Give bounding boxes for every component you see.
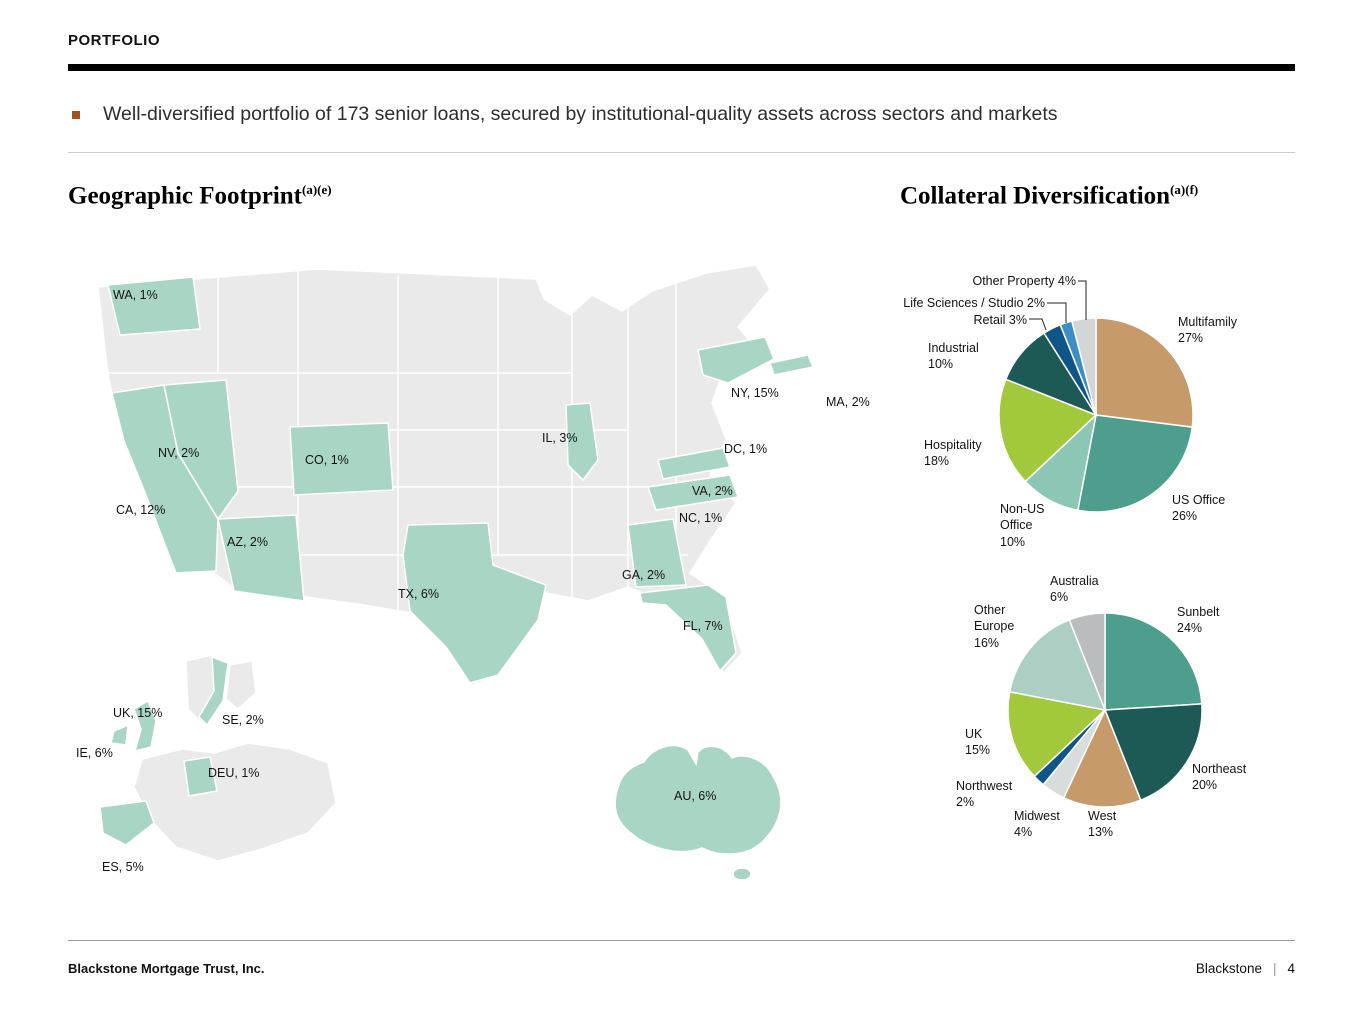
pie-label-northwest: Northwest 2% [956, 779, 1013, 810]
map-region-tx [402, 522, 547, 684]
map-label-tx: TX, 6% [398, 587, 439, 601]
pie-label-northeast: Northeast 20% [1192, 762, 1247, 793]
bullet-row: Well-diversified portfolio of 173 senior… [72, 103, 1302, 126]
map-label-nc: NC, 1% [679, 511, 723, 525]
collateral-diversification-footnote: (a)(f) [1170, 182, 1199, 197]
map-region-va [657, 447, 732, 480]
pie-label-midwest: Midwest 4% [1014, 809, 1060, 840]
map-label-az: AZ, 2% [227, 535, 268, 549]
map-region-deu [183, 756, 218, 797]
map-label-co: CO, 1% [305, 453, 349, 467]
map-label-ca: CA, 12% [116, 503, 166, 517]
collateral-diversification-title: Collateral Diversification(a)(f) [900, 182, 1198, 210]
geographic-footprint-title-text: Geographic Footprint [68, 182, 303, 210]
page-kicker: PORTFOLIO [68, 32, 160, 49]
geographic-footprint-title: Geographic Footprint(a)(e) [68, 182, 332, 210]
map-label-deu: DEU, 1% [208, 766, 260, 780]
map-label-ie: IE, 6% [76, 746, 113, 760]
pie-label-us-office: US Office 26% [1172, 493, 1226, 524]
map-region-ma [769, 354, 815, 376]
pie-label-non-us-office: Non-US Office 10% [1000, 502, 1045, 549]
footer-rule [68, 940, 1295, 941]
map-region-tasmania [732, 867, 752, 881]
geographic-footprint-footnote: (a)(e) [302, 182, 332, 197]
pie-slice-sunbelt [1104, 612, 1203, 711]
australia-map [614, 744, 782, 881]
pie-slice-uk [1007, 690, 1107, 778]
map-label-uk: UK, 15% [113, 706, 163, 720]
map-label-il: IL, 3% [542, 431, 578, 445]
pie-slice-us-office [1076, 414, 1194, 513]
map-region-nc [646, 474, 740, 511]
map-label-nv: NV, 2% [158, 446, 200, 460]
pie-label-other-property: Other Property 4% [972, 274, 1076, 288]
map-label-au: AU, 6% [674, 789, 717, 803]
pie-slice-other-europe [1008, 618, 1107, 711]
pie-label-industrial: Industrial 10% [928, 341, 979, 372]
pie-label-hospitality: Hospitality 18% [924, 438, 982, 469]
map-label-ny: NY, 15% [731, 386, 779, 400]
map-region-finland [225, 660, 257, 710]
map-region-se [198, 655, 229, 727]
map-region-co [289, 422, 394, 496]
pie-label-uk: UK 15% [965, 727, 991, 758]
map-region-es [99, 800, 155, 846]
map-region-wa [107, 276, 201, 336]
map-region-ie [110, 723, 129, 746]
pie-slice-multifamily [1095, 317, 1194, 428]
map-label-ga: GA, 2% [622, 568, 666, 582]
map-region-uk [133, 699, 157, 753]
map-region-au [614, 744, 782, 855]
europe-map-base [133, 742, 337, 862]
europe-map [99, 654, 337, 862]
collateral-diversification-title-text: Collateral Diversification [900, 182, 1171, 210]
footer-right: Blackstone | 4 [1196, 961, 1295, 976]
pie-label-other-europe: Other Europe 16% [974, 603, 1015, 650]
map-label-wa: WA, 1% [113, 288, 158, 302]
map-label-es: ES, 5% [102, 860, 144, 874]
map-label-va: VA, 2% [692, 484, 733, 498]
map-label-fl: FL, 7% [683, 619, 723, 633]
map-label-se: SE, 2% [222, 713, 264, 727]
pie-label-retail: Retail 3% [973, 313, 1028, 327]
us-map [97, 264, 815, 686]
pie-slice-australia [1068, 612, 1106, 711]
map-region-fl [639, 584, 737, 673]
map-region-il [565, 402, 599, 482]
map-region-az [217, 514, 305, 602]
bullet-square-icon [72, 111, 80, 119]
pie-label-sunbelt: Sunbelt 24% [1177, 605, 1220, 636]
footer-separator: | [1272, 961, 1277, 976]
map-label-ma: MA, 2% [826, 395, 870, 409]
footer-company-name: Blackstone Mortgage Trust, Inc. [68, 961, 265, 976]
pie-label-multifamily: Multifamily 27% [1178, 315, 1238, 346]
header-rule [68, 64, 1295, 71]
map-label-dc: DC, 1% [724, 442, 768, 456]
pie-label-west: West 13% [1088, 809, 1117, 840]
pie-label-australia: Australia 6% [1050, 574, 1099, 605]
map-region-ga [627, 518, 687, 588]
footer-brand: Blackstone [1195, 961, 1262, 976]
page-number: 4 [1287, 961, 1295, 976]
pie-slice-hospitality [998, 378, 1098, 483]
map-region-ny [697, 336, 775, 384]
bullet-text: Well-diversified portfolio of 173 senior… [103, 103, 1058, 125]
pie-label-life-sciences: Life Sciences / Studio 2% [903, 296, 1045, 310]
pie-slice-northeast [1103, 703, 1203, 802]
map-region-nv [163, 379, 239, 521]
region-pie-chart [1007, 612, 1203, 808]
property-type-pie-chart [998, 317, 1194, 513]
pie-slice-west [1062, 708, 1142, 808]
section-divider [68, 152, 1295, 153]
